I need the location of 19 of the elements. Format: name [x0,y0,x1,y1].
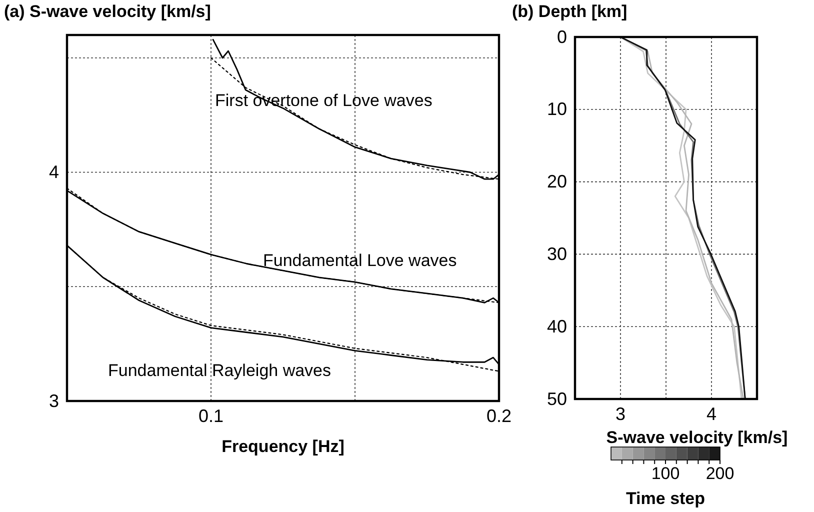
x-tick-label: 0.1 [198,406,224,426]
x-tick-label: 0.2 [486,406,512,426]
y-tick-label: 0 [556,26,567,47]
y-axis-title: (b) Depth [km] [512,2,628,21]
y-tick-label: 50 [546,388,567,409]
color-bar-title: Time step [626,489,706,508]
color-bar-label: 200 [706,464,734,484]
y-tick-label: 40 [546,316,567,336]
y-tick-label: 30 [546,244,567,264]
y-tick-label: 10 [546,99,567,120]
x-tick-label: 3 [615,404,626,424]
x-axis-title: Frequency [Hz] [222,437,344,456]
annotation: Fundamental Rayleigh waves [108,361,332,380]
annotation: Fundamental Love waves [263,251,457,270]
y-tick-label: 20 [546,172,567,192]
color-bar-label: 100 [651,464,680,484]
x-axis-title: S-wave velocity [km/s] [606,428,788,447]
y-axis-title: (a) S-wave velocity [km/s] [4,2,211,21]
x-tick-label: 4 [706,404,717,424]
